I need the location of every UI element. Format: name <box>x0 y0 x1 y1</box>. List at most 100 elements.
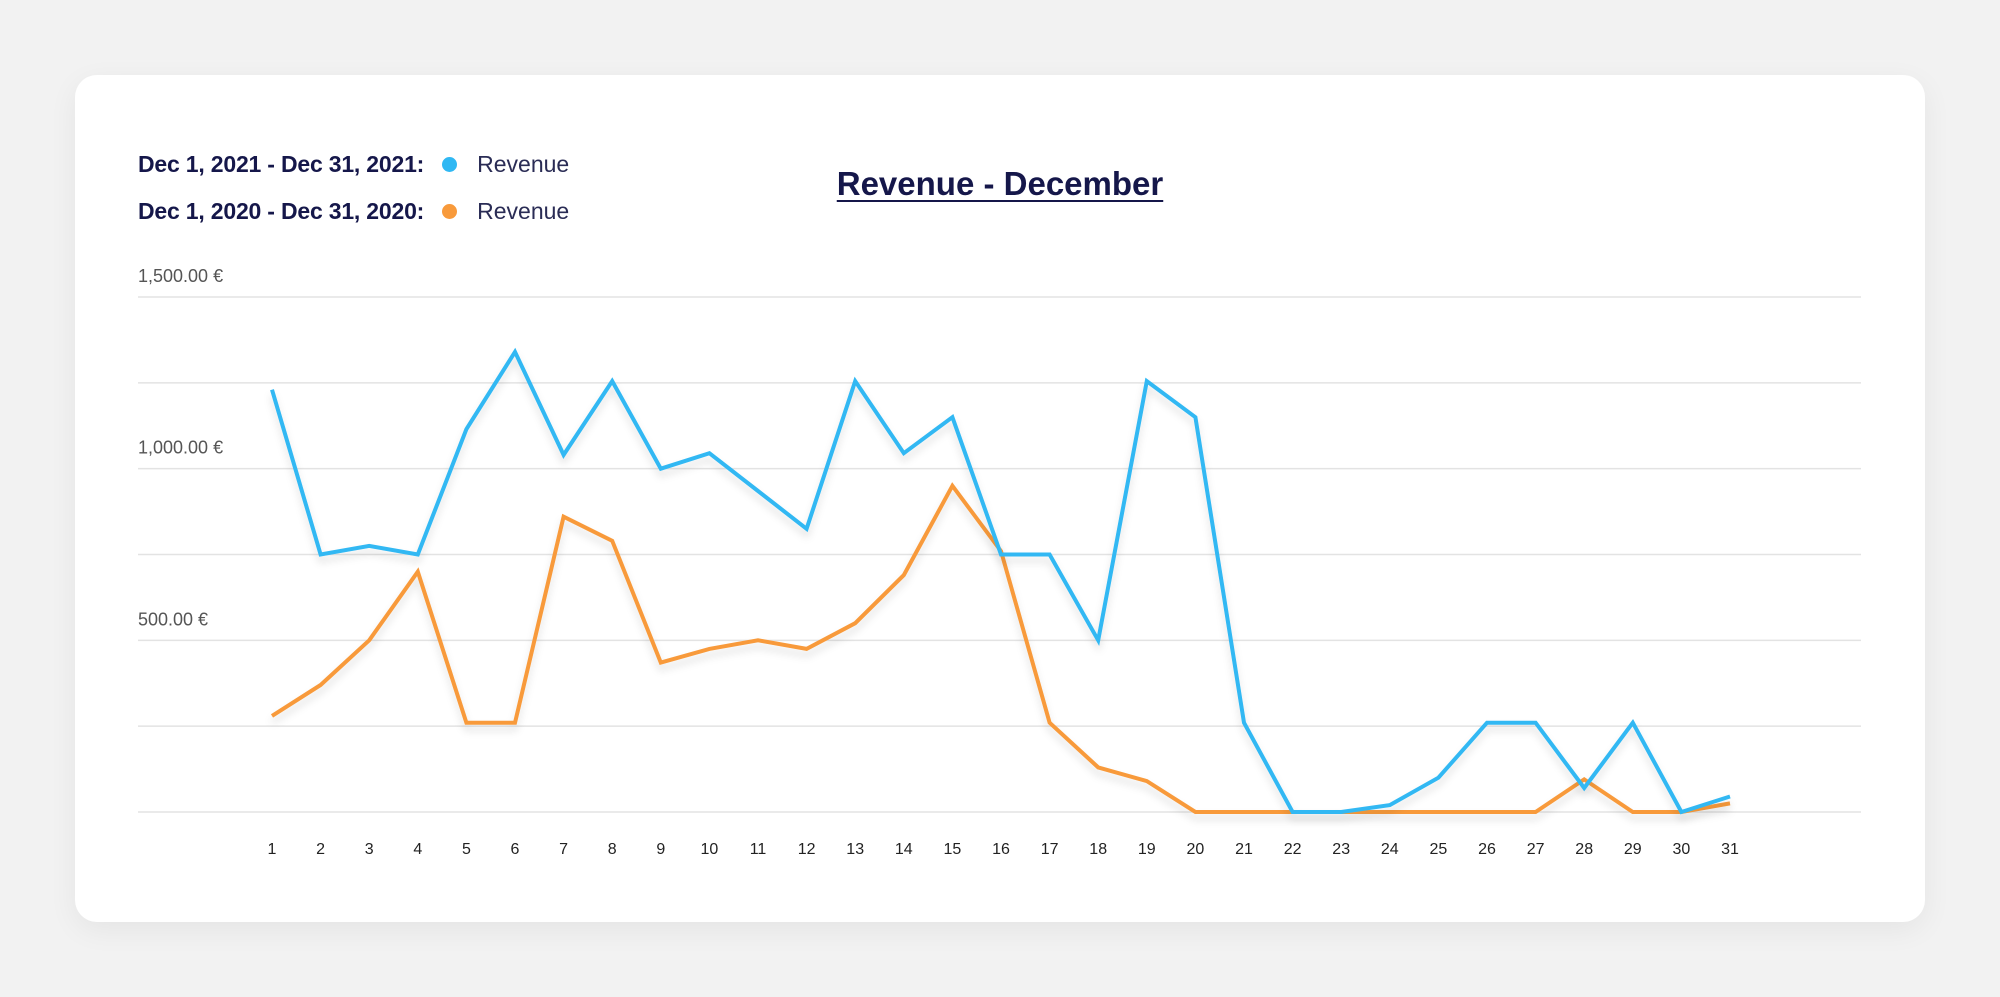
data-point-2021[interactable] <box>655 463 667 475</box>
data-point-2021[interactable] <box>412 549 424 561</box>
x-tick-label: 14 <box>895 841 913 858</box>
y-tick-label: 1,000.00 € <box>138 438 223 458</box>
x-tick-label: 25 <box>1430 841 1448 858</box>
x-tick-label: 23 <box>1332 841 1350 858</box>
data-point-2021[interactable] <box>1092 634 1104 646</box>
data-point-2020[interactable] <box>1238 806 1250 818</box>
x-tick-label: 28 <box>1575 841 1593 858</box>
data-point-2021[interactable] <box>801 523 813 535</box>
legend-item-2021[interactable]: Dec 1, 2021 - Dec 31, 2021: Revenue <box>138 141 569 188</box>
series-lines <box>266 346 1736 818</box>
data-point-2020[interactable] <box>460 717 472 729</box>
x-tick-label: 26 <box>1478 841 1496 858</box>
x-tick-label: 19 <box>1138 841 1156 858</box>
data-point-2021[interactable] <box>1189 411 1201 423</box>
y-tick-label: 1,500.00 € <box>138 266 223 286</box>
data-point-2020[interactable] <box>1627 806 1639 818</box>
chart-card: Dec 1, 2021 - Dec 31, 2021: Revenue Dec … <box>75 75 1925 922</box>
data-point-2020[interactable] <box>801 643 813 655</box>
chart-legend: Dec 1, 2021 - Dec 31, 2021: Revenue Dec … <box>138 141 569 235</box>
data-point-2020[interactable] <box>558 511 570 523</box>
data-point-2021[interactable] <box>509 346 521 358</box>
legend-range-2021: Dec 1, 2021 - Dec 31, 2021: <box>138 151 425 177</box>
x-tick-label: 9 <box>656 841 665 858</box>
x-tick-label: 10 <box>701 841 719 858</box>
data-point-2021[interactable] <box>266 384 278 396</box>
data-point-2020[interactable] <box>849 617 861 629</box>
data-point-2021[interactable] <box>1530 717 1542 729</box>
x-tick-label: 22 <box>1284 841 1302 858</box>
x-tick-label: 18 <box>1089 841 1107 858</box>
data-point-2020[interactable] <box>412 566 424 578</box>
x-tick-label: 1 <box>268 841 277 858</box>
data-point-2021[interactable] <box>606 375 618 387</box>
data-point-2021[interactable] <box>363 540 375 552</box>
data-point-2021[interactable] <box>460 423 472 435</box>
data-point-2020[interactable] <box>1189 806 1201 818</box>
data-point-2021[interactable] <box>315 549 327 561</box>
x-tick-label: 30 <box>1673 841 1691 858</box>
data-point-2021[interactable] <box>1724 791 1736 803</box>
x-axis-ticks: 1 2 3 4 5 6 7 8 9 10 11 12 13 14 15 16 17 18 19 20 21 22 23 24 2… <box>268 841 1739 858</box>
data-point-2020[interactable] <box>363 634 375 646</box>
data-point-2021[interactable] <box>1627 717 1639 729</box>
x-tick-label: 3 <box>365 841 374 858</box>
x-tick-label: 31 <box>1721 841 1739 858</box>
data-point-2020[interactable] <box>752 634 764 646</box>
data-point-2020[interactable] <box>266 710 278 722</box>
data-point-2021[interactable] <box>1384 799 1396 811</box>
data-point-2020[interactable] <box>655 657 667 669</box>
data-point-2020[interactable] <box>898 569 910 581</box>
line-chart: 500.00 €1,000.00 €1,500.00 € 1 2 3 4 5 6 7 8 9 10… <box>138 266 1861 858</box>
data-point-2021[interactable] <box>1238 717 1250 729</box>
series-line-2020[interactable] <box>270 482 1731 814</box>
data-point-2021[interactable] <box>898 447 910 459</box>
x-tick-label: 15 <box>944 841 962 858</box>
data-point-2021[interactable] <box>1578 782 1590 794</box>
data-point-2021[interactable] <box>1287 806 1299 818</box>
x-tick-label: 7 <box>559 841 568 858</box>
data-point-2021[interactable] <box>1432 772 1444 784</box>
data-point-2020[interactable] <box>1432 806 1444 818</box>
data-point-2020[interactable] <box>1092 761 1104 773</box>
data-point-2020[interactable] <box>509 717 521 729</box>
legend-series-2021: Revenue <box>477 151 570 177</box>
data-point-2021[interactable] <box>1044 549 1056 561</box>
data-point-2021[interactable] <box>849 375 861 387</box>
data-point-2021[interactable] <box>1335 806 1347 818</box>
legend-marker-2020 <box>442 204 458 219</box>
data-point-2020[interactable] <box>1530 806 1542 818</box>
data-point-2021[interactable] <box>752 485 764 497</box>
x-tick-label: 8 <box>608 841 617 858</box>
data-point-2020[interactable] <box>703 643 715 655</box>
data-point-2021[interactable] <box>1675 806 1687 818</box>
data-point-2021[interactable] <box>1141 375 1153 387</box>
x-tick-label: 13 <box>846 841 864 858</box>
data-point-2020[interactable] <box>1044 717 1056 729</box>
x-tick-label: 11 <box>750 841 767 858</box>
data-point-2020[interactable] <box>1141 775 1153 787</box>
series-line-2021[interactable] <box>270 347 1731 815</box>
legend-marker-2021 <box>442 157 458 172</box>
x-tick-label: 4 <box>413 841 422 858</box>
x-tick-label: 5 <box>462 841 471 858</box>
data-point-2020[interactable] <box>1481 806 1493 818</box>
data-point-2020[interactable] <box>315 679 327 691</box>
data-point-2020[interactable] <box>946 480 958 492</box>
data-point-2021[interactable] <box>1481 717 1493 729</box>
y-tick-label: 500.00 € <box>138 609 208 629</box>
x-tick-label: 12 <box>798 841 816 858</box>
chart-title-text: Revenue - December <box>836 165 1164 202</box>
data-point-2020[interactable] <box>606 535 618 547</box>
x-tick-label: 2 <box>316 841 325 858</box>
data-point-2021[interactable] <box>995 549 1007 561</box>
x-tick-label: 27 <box>1527 841 1545 858</box>
data-point-2021[interactable] <box>558 449 570 461</box>
data-point-2021[interactable] <box>703 447 715 459</box>
x-tick-label: 16 <box>992 841 1010 858</box>
legend-series-2020: Revenue <box>477 198 570 224</box>
legend-range-2020: Dec 1, 2020 - Dec 31, 2020: <box>138 198 425 224</box>
x-tick-label: 17 <box>1041 841 1059 858</box>
data-point-2021[interactable] <box>946 411 958 423</box>
legend-item-2020[interactable]: Dec 1, 2020 - Dec 31, 2020: Revenue <box>138 188 569 235</box>
